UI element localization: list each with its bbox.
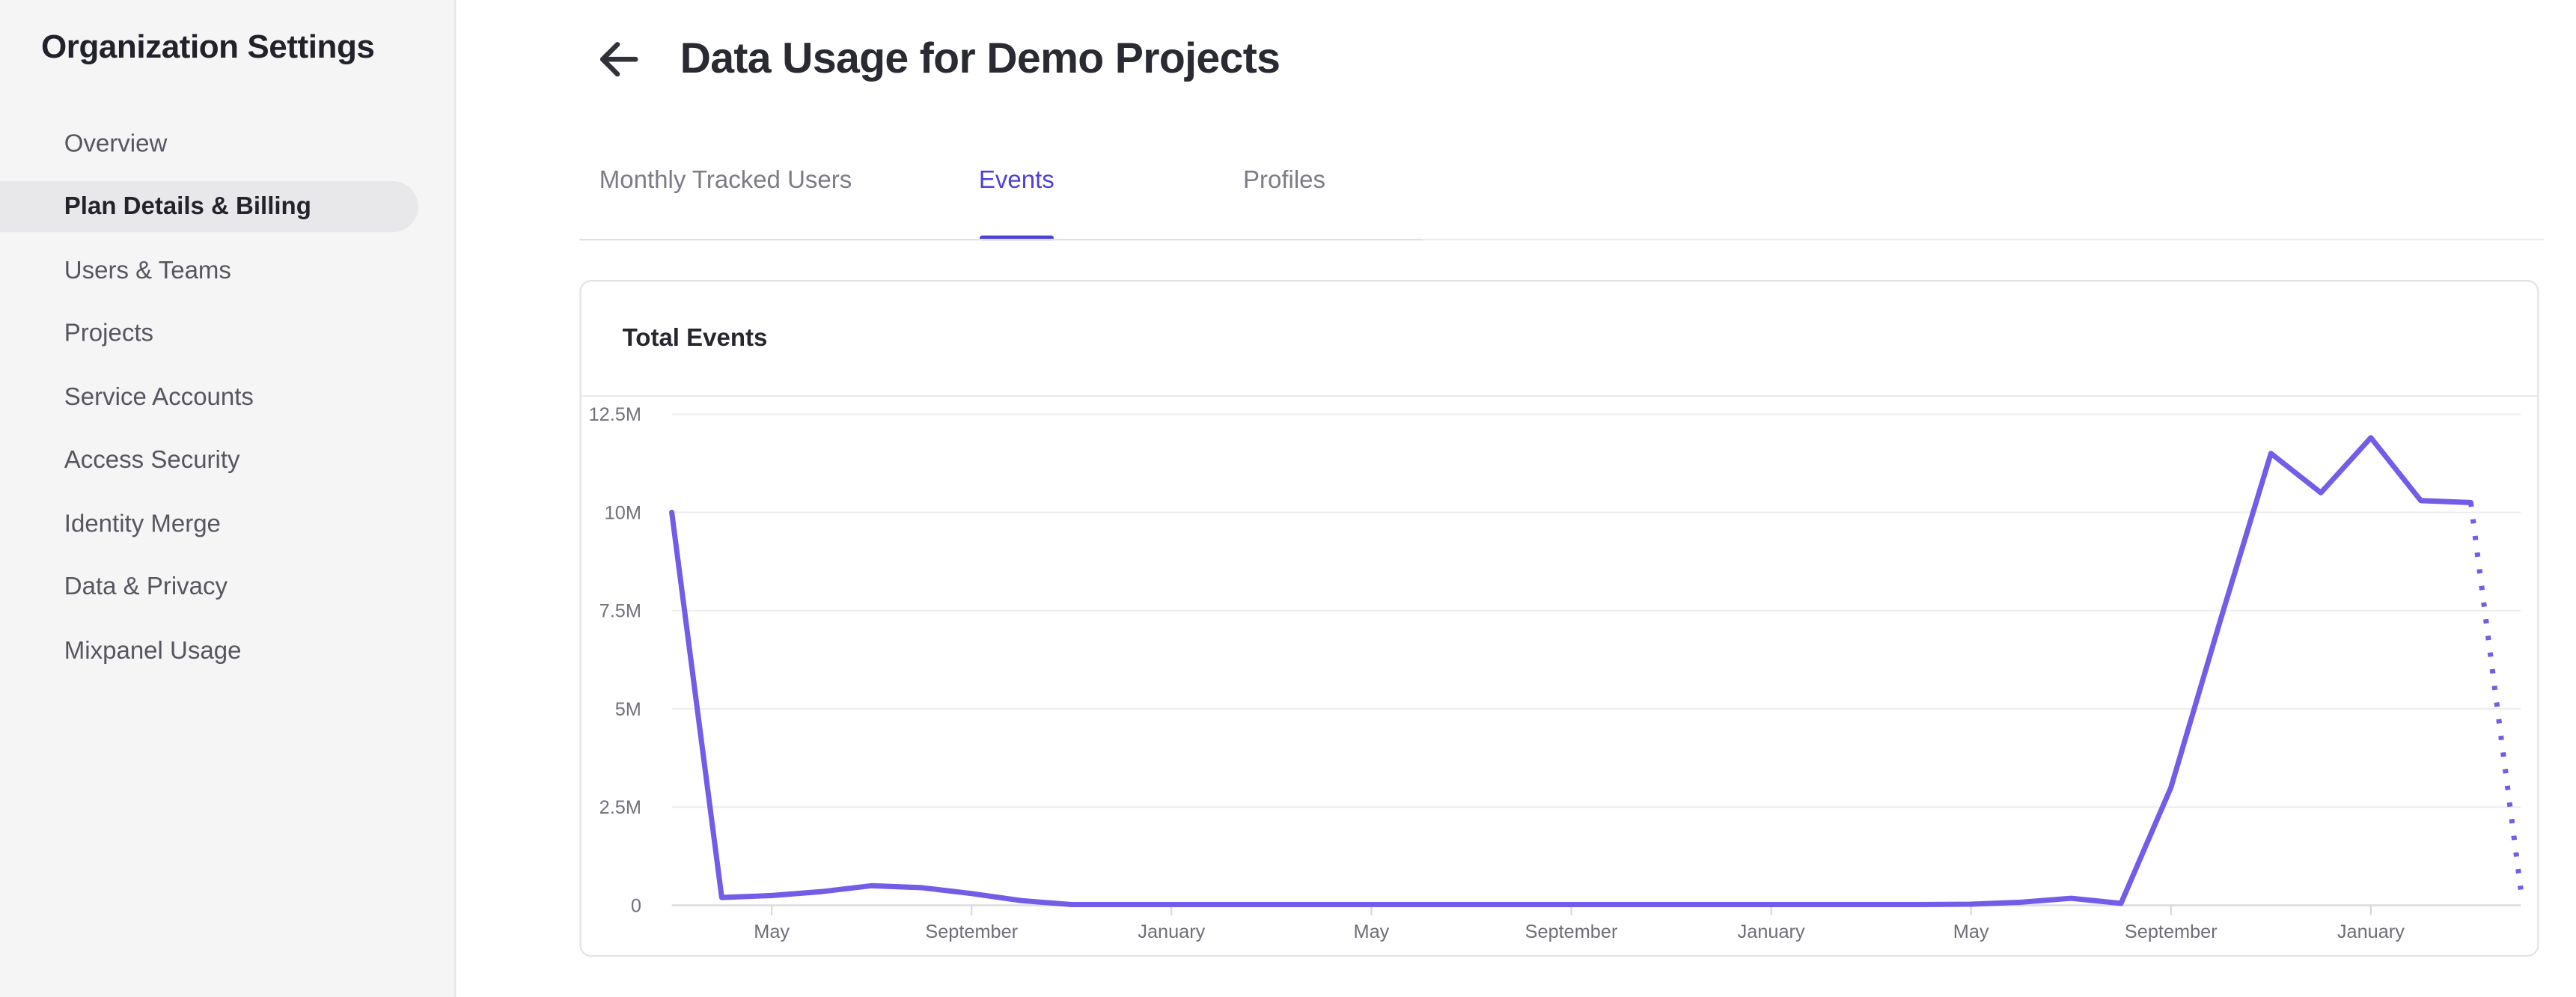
sidebar-item-overview[interactable]: Overview [0,112,454,176]
svg-text:September: September [1525,921,1618,942]
card-header: Total Events [581,281,2537,397]
tab-profiles[interactable]: Profiles [1243,166,1326,195]
tab-monthly-tracked-users[interactable]: Monthly Tracked Users [599,166,852,195]
sidebar-item-label: Users & Teams [64,256,231,285]
sidebar-item-label: Mixpanel Usage [64,636,242,665]
sidebar-item-label: Projects [64,320,154,348]
sidebar-item-identity-merge[interactable]: Identity Merge [0,493,454,556]
back-button[interactable] [594,36,644,82]
main-content: Data Usage for Demo Projects Monthly Tra… [456,0,2576,997]
sidebar-item-users-teams[interactable]: Users & Teams [0,239,454,302]
projected-line [2467,501,2524,889]
tab-events[interactable]: Events [978,158,1054,241]
sidebar-item-projects[interactable]: Projects [0,302,454,366]
back-arrow-icon [599,42,638,77]
y-axis: 12.5M 10M 7.5M 5M 2.5M 0 [589,403,2521,915]
svg-text:0: 0 [631,894,641,915]
svg-text:January: January [1738,921,1805,942]
sidebar-item-label: Service Accounts [64,383,254,412]
svg-text:January: January [1138,921,1205,942]
svg-text:12.5M: 12.5M [589,403,641,424]
sidebar-item-label: Plan Details & Billing [64,192,311,222]
sidebar-item-label: Data & Privacy [64,573,228,602]
sidebar-item-label: Identity Merge [64,510,221,538]
svg-text:5M: 5M [615,698,641,719]
svg-text:10M: 10M [605,501,641,522]
sidebar-item-access-security[interactable]: Access Security [0,429,454,493]
svg-text:May: May [1354,921,1390,942]
svg-text:May: May [754,921,790,942]
sidebar-title: Organization Settings [41,29,375,66]
sidebar: Organization Settings Overview Plan Deta… [0,0,457,997]
sidebar-item-data-privacy[interactable]: Data & Privacy [0,556,454,620]
svg-text:January: January [2337,921,2405,942]
sidebar-item-label: Access Security [64,446,240,475]
series-line [669,434,2473,906]
sidebar-item-label: Overview [64,129,168,158]
page-title: Data Usage for Demo Projects [680,33,1281,82]
sidebar-nav: Overview Plan Details & Billing Users & … [0,112,454,683]
card-title: Total Events [622,323,768,352]
svg-text:September: September [925,921,1018,942]
sidebar-item-mixpanel-usage[interactable]: Mixpanel Usage [0,619,454,683]
svg-text:May: May [1953,921,1989,942]
sidebar-item-service-accounts[interactable]: Service Accounts [0,365,454,429]
svg-text:September: September [2125,921,2218,942]
total-events-card: Total Events 12.5M 10M 7.5M 5M 2.5M 0 May Septe… [579,278,2539,957]
tabs-divider [579,237,2543,240]
svg-text:7.5M: 7.5M [599,600,641,621]
svg-text:2.5M: 2.5M [599,796,641,817]
tabs-divider-accent [579,237,1423,240]
sidebar-item-plan-details-billing[interactable]: Plan Details & Billing [0,175,454,239]
x-axis: May September January May September January Ma… [754,904,2405,942]
